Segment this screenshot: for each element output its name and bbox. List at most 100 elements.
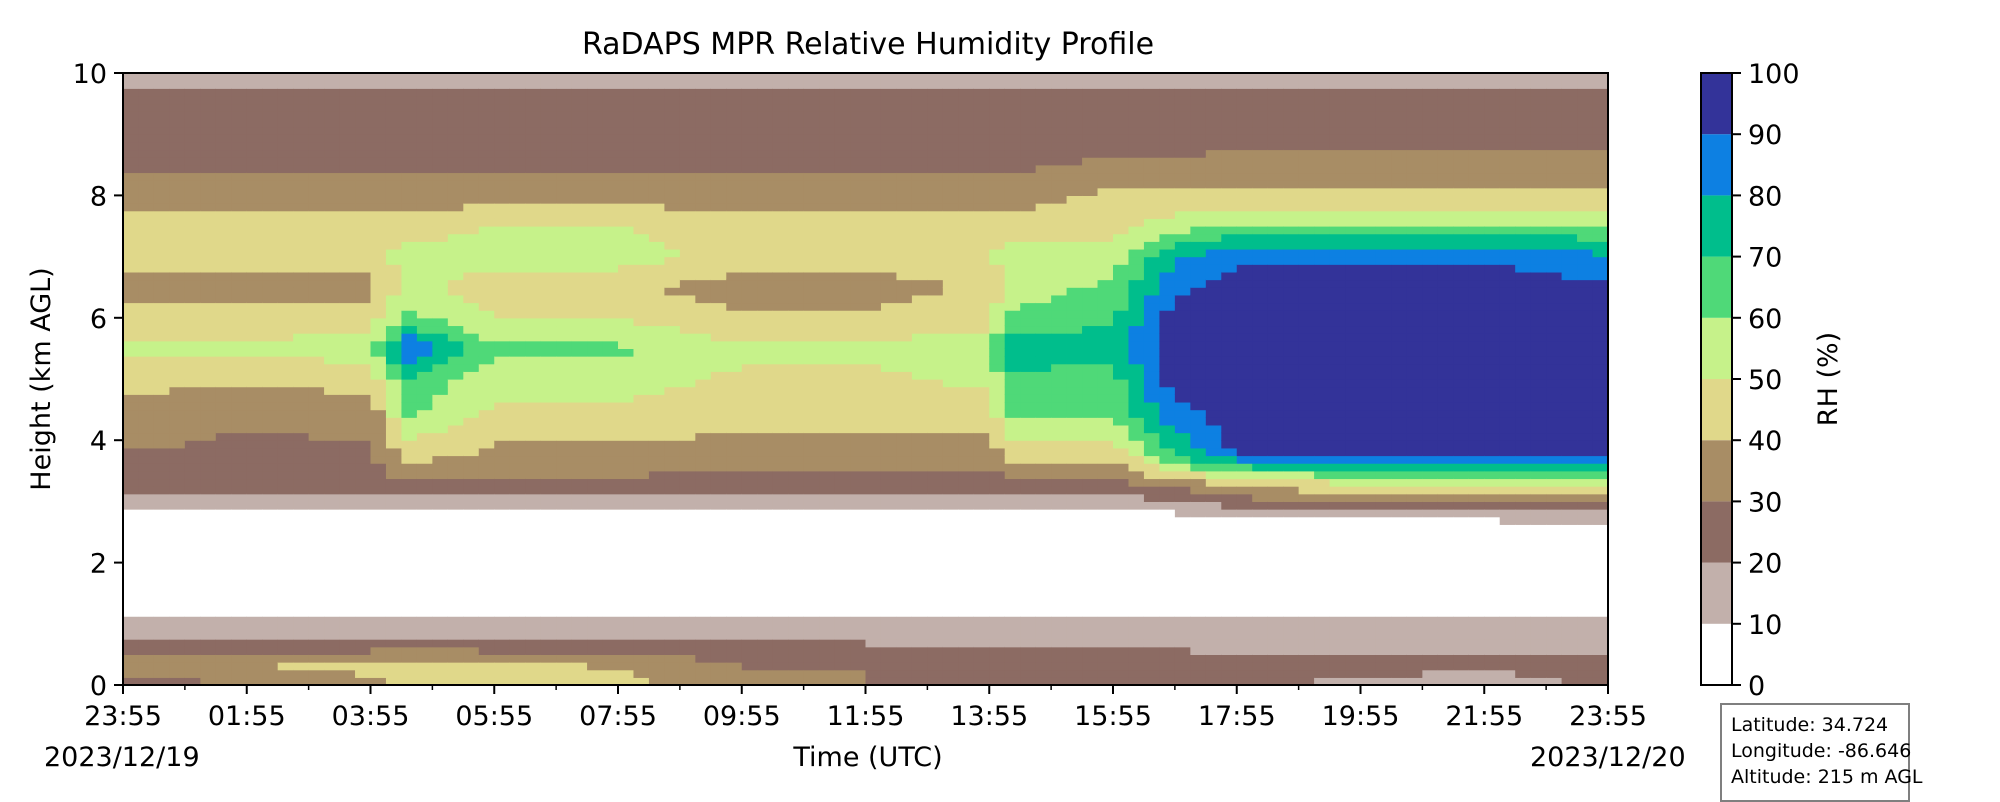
heatmap-cell xyxy=(989,379,1006,388)
heatmap-cell xyxy=(602,248,619,258)
heatmap-cell xyxy=(880,424,898,434)
heatmap-cell xyxy=(1020,631,1037,640)
heatmap-cell xyxy=(571,623,588,633)
heatmap-cell xyxy=(989,95,1006,105)
heatmap-cell xyxy=(540,325,557,334)
heatmap-cell xyxy=(478,348,495,357)
heatmap-cell xyxy=(819,95,836,105)
heatmap-cell xyxy=(973,187,990,196)
heatmap-cell xyxy=(803,493,820,502)
heatmap-cell xyxy=(1066,180,1083,189)
heatmap-cell xyxy=(788,180,805,189)
heatmap-cell xyxy=(850,646,867,655)
heatmap-cell xyxy=(679,524,696,533)
heatmap-cell xyxy=(463,180,480,189)
heatmap-cell xyxy=(958,164,975,174)
heatmap-cell xyxy=(1035,608,1052,617)
heatmap-cell xyxy=(1066,646,1083,655)
heatmap-cell xyxy=(602,88,619,97)
heatmap-cell xyxy=(478,80,495,89)
heatmap-cell xyxy=(803,593,820,602)
heatmap-cell xyxy=(246,180,263,189)
heatmap-cell xyxy=(710,233,727,242)
heatmap-cell xyxy=(540,271,557,281)
heatmap-cell xyxy=(571,111,588,120)
heatmap-cell xyxy=(757,562,774,571)
heatmap-cell xyxy=(927,88,944,97)
heatmap-cell xyxy=(416,134,433,143)
heatmap-cell xyxy=(169,608,186,617)
heatmap-cell xyxy=(865,501,882,510)
heatmap-cell xyxy=(262,432,279,441)
heatmap-cell xyxy=(416,493,433,502)
heatmap-cell xyxy=(571,310,588,319)
heatmap-cell xyxy=(772,440,789,449)
heatmap-cell xyxy=(911,226,928,235)
heatmap-cell xyxy=(989,241,1006,250)
heatmap-cell xyxy=(540,333,557,342)
heatmap-cell xyxy=(556,126,573,135)
heatmap-cell xyxy=(1020,111,1037,120)
heatmap-cell xyxy=(494,73,511,82)
heatmap-cell xyxy=(741,417,758,426)
heatmap-cell xyxy=(293,394,310,403)
heatmap-cell xyxy=(401,662,418,671)
heatmap-cell xyxy=(788,639,805,648)
heatmap-cell xyxy=(153,302,171,311)
heatmap-cell xyxy=(494,677,511,686)
heatmap-cell xyxy=(989,218,1006,227)
heatmap-cell xyxy=(355,126,372,135)
heatmap-cell xyxy=(277,394,294,403)
heatmap-cell xyxy=(123,317,140,327)
heatmap-cell xyxy=(401,516,418,525)
heatmap-cell xyxy=(200,95,217,105)
heatmap-cell xyxy=(447,440,464,449)
heatmap-cell xyxy=(741,348,758,357)
heatmap-cell xyxy=(277,585,294,594)
heatmap-cell xyxy=(200,333,217,342)
heatmap-cell xyxy=(942,325,959,334)
heatmap-cell xyxy=(741,379,758,388)
heatmap-cell xyxy=(587,80,604,89)
heatmap-cell xyxy=(803,149,820,158)
heatmap-cell xyxy=(215,264,232,273)
heatmap-cell xyxy=(757,73,774,82)
heatmap-cell xyxy=(138,424,155,434)
heatmap-cell xyxy=(200,371,217,380)
heatmap-cell xyxy=(973,348,990,357)
heatmap-cell xyxy=(540,493,557,502)
heatmap-cell xyxy=(571,447,588,457)
heatmap-cell xyxy=(834,455,851,464)
heatmap-cell xyxy=(262,248,279,258)
heatmap-cell xyxy=(509,524,526,533)
heatmap-cell xyxy=(370,195,387,204)
heatmap-cell xyxy=(262,149,279,158)
heatmap-cell xyxy=(525,180,542,189)
heatmap-cell xyxy=(293,539,310,548)
heatmap-cell xyxy=(138,180,155,189)
heatmap-cell xyxy=(246,256,263,265)
heatmap-cell xyxy=(788,577,805,587)
heatmap-cell xyxy=(277,409,294,418)
heatmap-cell xyxy=(401,256,418,265)
heatmap-cell xyxy=(695,409,712,418)
heatmap-cell xyxy=(618,203,635,212)
heatmap-cell xyxy=(850,248,867,258)
heatmap-cell xyxy=(416,562,433,571)
heatmap-cell xyxy=(339,287,356,296)
heatmap-cell xyxy=(679,95,696,105)
heatmap-cell xyxy=(385,669,403,678)
heatmap-cell xyxy=(633,409,650,418)
heatmap-cell xyxy=(293,111,310,120)
heatmap-cell xyxy=(834,218,851,227)
heatmap-cell xyxy=(618,570,635,579)
heatmap-cell xyxy=(556,218,573,227)
heatmap-cell xyxy=(293,264,310,273)
heatmap-cell xyxy=(726,172,743,181)
heatmap-cell xyxy=(772,532,789,541)
heatmap-cell xyxy=(942,593,959,602)
heatmap-cell xyxy=(896,585,913,594)
heatmap-cell xyxy=(385,141,403,151)
heatmap-cell xyxy=(1082,547,1099,556)
heatmap-cell xyxy=(246,669,263,678)
